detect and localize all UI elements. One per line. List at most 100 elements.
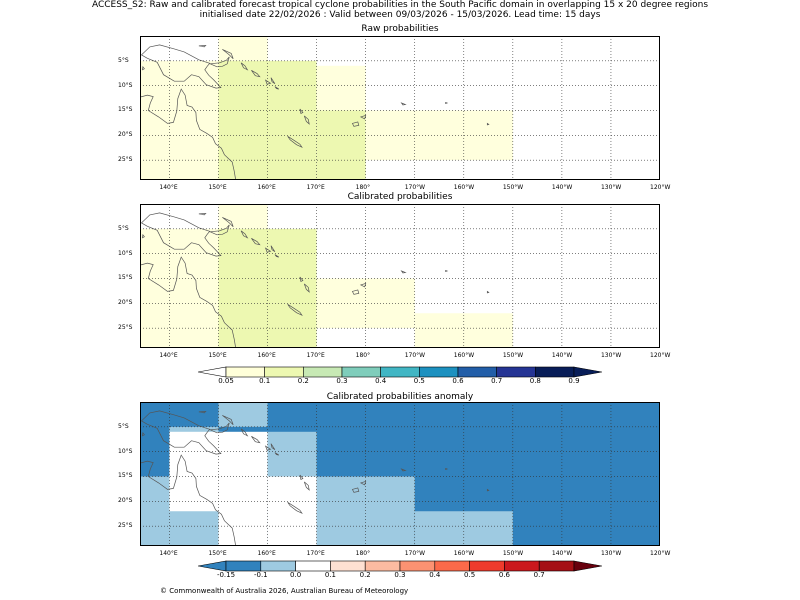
colorbar-segment <box>303 367 342 377</box>
longitude-tick-label: 150°E <box>208 550 226 557</box>
map-svg <box>140 36 660 180</box>
colorbar-tick-label: 0.7 <box>491 377 502 385</box>
longitude-tick-label: 140°W <box>552 352 572 359</box>
longitude-tick-label: 150°E <box>208 184 226 191</box>
longitude-tick-label: 160°E <box>258 184 276 191</box>
colorbar-tick-label: -0.1 <box>254 571 268 579</box>
longitude-tick-label: 130°W <box>601 352 621 359</box>
longitude-tick-label: 140°E <box>159 184 177 191</box>
probability-cell <box>218 402 267 427</box>
coastline <box>446 103 448 104</box>
colorbar-segment <box>226 561 261 571</box>
colorbar-tick-label: 0.4 <box>375 377 386 385</box>
colorbar-tick-label: 0.5 <box>414 377 425 385</box>
header-line-2: initialised date 22/02/2026 : Valid betw… <box>0 10 800 21</box>
colorbar-segment <box>535 367 574 377</box>
latitude-tick-label: 20°S <box>118 497 132 504</box>
colorbar-tick-label: 0.1 <box>325 571 336 579</box>
longitude-tick-label: 180° <box>356 550 370 557</box>
longitude-tick-label: 140°E <box>159 352 177 359</box>
colorbar-segment <box>539 561 574 571</box>
longitude-tick-label: 140°E <box>159 550 177 557</box>
panel-1-title: Raw probabilities <box>140 24 660 34</box>
raw-probabilities-map: 140°E 150°E 160°E 170°E 180° 170°W 160°W 150°W 1… <box>140 36 660 180</box>
latitude-tick-label: 15°S <box>118 106 132 113</box>
colorbar-tick-label: 0.4 <box>429 571 440 579</box>
probability-cell <box>140 61 218 180</box>
colorbar-tick-label: 0.05 <box>218 377 234 385</box>
colorbar-segment <box>365 561 400 571</box>
longitude-tick-label: 160°W <box>454 550 474 557</box>
probability-cell <box>140 229 218 348</box>
longitude-tick-label: 170°W <box>405 352 425 359</box>
latitude-tick-label: 25°S <box>118 156 132 163</box>
longitude-tick-label: 120°W <box>650 352 670 359</box>
colorbar-extend-low <box>198 561 226 571</box>
longitude-tick-label: 140°W <box>552 550 572 557</box>
longitude-tick-label: 150°W <box>503 184 523 191</box>
colorbar-tick-label: 0.6 <box>499 571 510 579</box>
probability-cell <box>218 204 267 229</box>
colorbar-tick-label: 0.2 <box>360 571 371 579</box>
probability-cell <box>366 110 513 160</box>
colorbar-tick-label: 0.2 <box>298 377 309 385</box>
map-svg <box>140 402 660 546</box>
colorbar-tick-label: 0.3 <box>394 571 405 579</box>
panel-3-title: Calibrated probabilities anomaly <box>140 392 660 402</box>
longitude-tick-label: 150°W <box>503 352 523 359</box>
latitude-tick-label: 5°S <box>118 225 129 232</box>
colorbar-extend-low <box>198 367 226 377</box>
colorbar-segment <box>470 561 505 571</box>
latitude-tick-label: 25°S <box>118 324 132 331</box>
longitude-tick-label: 170°W <box>405 184 425 191</box>
colorbar-segment <box>458 367 497 377</box>
longitude-tick-label: 160°E <box>258 352 276 359</box>
latitude-tick-label: 15°S <box>118 274 132 281</box>
colorbar-segment <box>265 367 304 377</box>
latitude-tick-label: 5°S <box>118 57 129 64</box>
panel-2-title: Calibrated probabilities <box>140 192 660 202</box>
latitude-tick-label: 20°S <box>118 299 132 306</box>
colorbar-tick-label: 0.8 <box>530 377 541 385</box>
longitude-tick-label: 120°W <box>650 550 670 557</box>
colorbar-segment <box>504 561 539 571</box>
latitude-tick-label: 10°S <box>118 448 132 455</box>
colorbar-segment <box>381 367 420 377</box>
latitude-tick-label: 25°S <box>118 522 132 529</box>
longitude-tick-label: 120°W <box>650 184 670 191</box>
colorbar-tick-label: 0.1 <box>259 377 270 385</box>
probability-cell <box>268 476 317 546</box>
longitude-tick-label: 160°W <box>454 352 474 359</box>
coastline <box>446 271 448 272</box>
colorbar-tick-label: 0.5 <box>464 571 475 579</box>
latitude-tick-label: 20°S <box>118 131 132 138</box>
latitude-tick-label: 15°S <box>118 472 132 479</box>
longitude-tick-label: 180° <box>356 184 370 191</box>
longitude-tick-label: 180° <box>356 352 370 359</box>
colorbar-tick-label: 0.9 <box>568 377 579 385</box>
longitude-tick-label: 130°W <box>601 550 621 557</box>
anomaly-map: 140°E 150°E 160°E 170°E 180° 170°W 160°W 150°W 1… <box>140 402 660 546</box>
colorbar-segment <box>296 561 331 571</box>
colorbar-tick-label: 0.7 <box>534 571 545 579</box>
longitude-tick-label: 170°E <box>307 550 325 557</box>
probability-cell <box>268 432 317 477</box>
longitude-tick-label: 140°W <box>552 184 572 191</box>
colorbar-segment <box>226 367 265 377</box>
probability-colorbar: 0.05 0.1 0.2 0.3 0.4 0.5 0.6 0.7 0.8 0.9 <box>198 363 602 377</box>
colorbar-extend-high <box>574 367 602 377</box>
colorbar-segment <box>330 561 365 571</box>
map-svg <box>140 204 660 348</box>
coastline <box>446 469 448 470</box>
anomaly-colorbar: -0.15 -0.1 0.0 0.1 0.2 0.3 0.4 0.5 0.6 0.7 <box>198 557 602 571</box>
longitude-tick-label: 130°W <box>601 184 621 191</box>
longitude-tick-label: 150°E <box>208 352 226 359</box>
longitude-tick-label: 160°W <box>454 184 474 191</box>
colorbar-extend-high <box>574 561 602 571</box>
longitude-tick-label: 160°E <box>258 550 276 557</box>
colorbar-segment <box>342 367 381 377</box>
colorbar-segment <box>419 367 458 377</box>
colorbar-tick-label: 0.0 <box>290 571 301 579</box>
latitude-tick-label: 10°S <box>118 250 132 257</box>
probability-cell <box>218 432 267 546</box>
